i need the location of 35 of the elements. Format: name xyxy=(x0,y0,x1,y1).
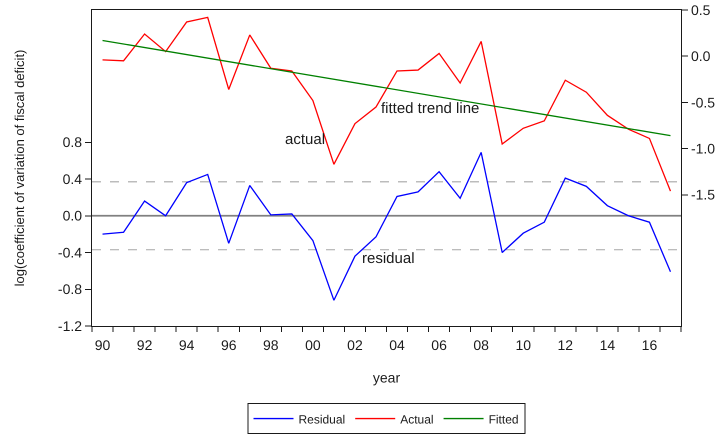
x-tick-label: 06 xyxy=(431,336,448,353)
legend-label: Fitted xyxy=(488,412,519,426)
legend-label: Residual xyxy=(298,412,346,426)
x-tick-label: 14 xyxy=(600,336,616,353)
x-tick-label: 08 xyxy=(473,336,490,353)
y2-tick-label: -0.5 xyxy=(690,94,716,110)
x-tick-label: 98 xyxy=(263,336,279,353)
x-tick-label: 16 xyxy=(642,336,658,353)
y-tick-label: 0.0 xyxy=(62,208,82,224)
y-tick-label: 0.4 xyxy=(62,170,82,187)
annotation: fitted trend line xyxy=(381,100,480,117)
y2-tick-label: -1.0 xyxy=(690,140,716,156)
line-series xyxy=(102,16,672,192)
x-tick-label: 10 xyxy=(515,336,532,353)
x-tick-label: 12 xyxy=(558,336,574,353)
line-series xyxy=(102,152,672,301)
annotation: residual xyxy=(362,250,415,267)
y2-tick-label: 0.0 xyxy=(690,48,711,64)
y-tick-label: -1.2 xyxy=(58,318,82,334)
y-axis-title: log(coefficient of variation of fiscal deficit) xyxy=(12,50,27,286)
y2-tick-label: -1.5 xyxy=(690,186,716,203)
x-tick-label: 92 xyxy=(136,336,153,353)
x-tick-label: 00 xyxy=(305,336,321,353)
y2-tick-label: 0.5 xyxy=(690,2,711,18)
legend-label: Actual xyxy=(400,412,434,426)
x-tick-label: 90 xyxy=(94,336,111,353)
x-axis-title: year xyxy=(372,369,400,386)
x-tick-label: 94 xyxy=(178,336,195,353)
y-tick-label: -0.8 xyxy=(58,281,82,298)
annotation: actual xyxy=(285,131,326,148)
x-tick-label: 02 xyxy=(347,336,363,353)
y-tick-label: 0.8 xyxy=(62,134,82,150)
x-tick-label: 96 xyxy=(220,336,237,353)
y-tick-label: -0.4 xyxy=(58,244,82,260)
x-tick-label: 04 xyxy=(389,336,406,353)
